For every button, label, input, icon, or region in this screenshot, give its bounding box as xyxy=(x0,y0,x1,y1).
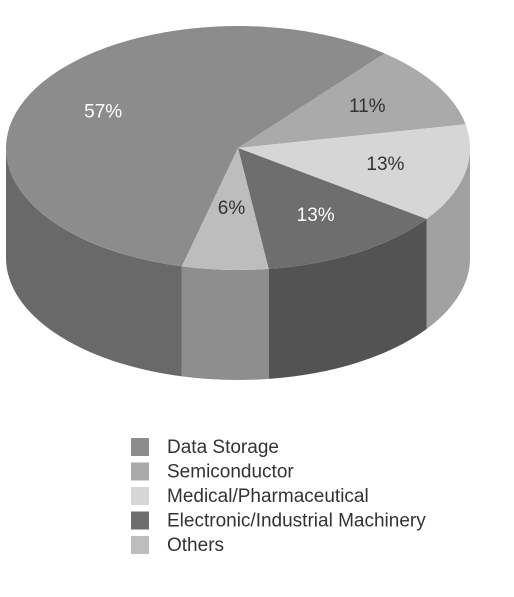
slice-side xyxy=(5,148,182,377)
slice xyxy=(181,148,269,270)
legend-label: Medical/Pharmaceutical xyxy=(167,486,369,507)
data-label: 13% xyxy=(366,154,404,175)
slice-side xyxy=(426,148,470,330)
data-label: 13% xyxy=(297,205,335,226)
legend-swatch xyxy=(131,462,149,481)
data-label: 11% xyxy=(349,96,386,117)
legend-swatch xyxy=(131,511,149,530)
legend-swatch xyxy=(131,536,149,554)
legend-swatch xyxy=(131,438,149,456)
legend-label: Others xyxy=(167,535,224,556)
data-label: 6% xyxy=(218,198,246,219)
slice xyxy=(5,25,385,267)
legend-label: Electronic/Industrial Machinery xyxy=(167,511,426,532)
slice xyxy=(238,124,471,220)
legend-swatch xyxy=(131,487,149,505)
data-label: 57% xyxy=(84,102,122,123)
legend-label: Semiconductor xyxy=(167,462,294,483)
legend-label: Data Storage xyxy=(167,437,279,458)
slice xyxy=(238,148,427,269)
slice xyxy=(238,53,466,148)
slice-side xyxy=(268,219,427,379)
slice-side xyxy=(181,266,269,380)
